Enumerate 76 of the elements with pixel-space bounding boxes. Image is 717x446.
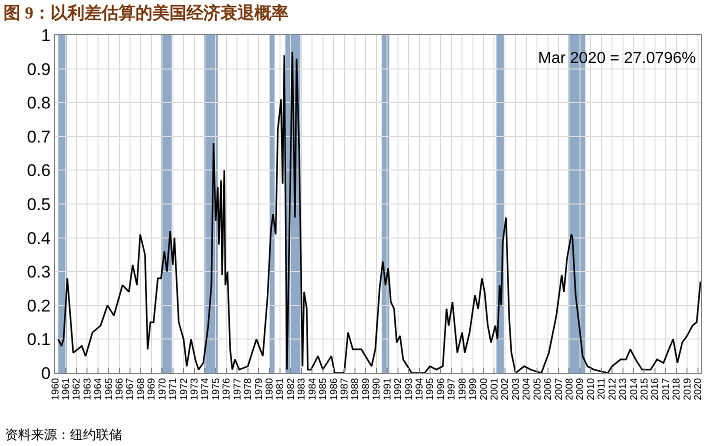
x-tick-label: 1992: [393, 378, 404, 400]
x-tick-label: 2005: [532, 378, 544, 400]
x-tick-label: 2009: [575, 378, 586, 400]
x-tick-label: 2004: [522, 378, 533, 400]
y-tick-label: 0.1: [26, 330, 51, 350]
y-tick-label: 0.9: [26, 60, 51, 79]
x-tick-label: 1973: [190, 378, 201, 400]
y-tick-label: 0.2: [26, 296, 51, 316]
x-tick-label: 1989: [360, 378, 372, 400]
x-tick-label: 1990: [372, 378, 383, 400]
x-tick-label: 1996: [436, 378, 447, 400]
x-tick-label: 1974: [200, 378, 212, 400]
x-tick-label: 1995: [425, 378, 436, 400]
y-tick-label: 0.3: [26, 262, 51, 282]
y-tick-label: 0: [41, 364, 51, 383]
x-tick-label: 2019: [682, 378, 694, 400]
x-tick-label: 1978: [243, 378, 254, 400]
text: 资料来源：纽约联储: [5, 427, 122, 442]
x-tick-label: 1997: [446, 378, 458, 400]
x-tick-label: 2010: [586, 378, 597, 400]
x-tick-label: 2007: [554, 378, 565, 400]
x-tick-label: 1965: [104, 378, 115, 400]
x-tick-label: 2001: [489, 378, 500, 400]
x-tick-label: 2002: [500, 378, 512, 400]
annotation: Mar 2020 = 27.0796%: [538, 50, 696, 67]
x-tick-label: 1962: [72, 378, 83, 400]
x-tick-label: 1980: [264, 378, 276, 400]
x-tick-label: 1961: [60, 378, 72, 400]
x-tick-label: 1984: [307, 378, 318, 400]
x-tick-label: 2018: [672, 378, 683, 400]
x-tick-label: 2015: [639, 378, 650, 400]
y-tick-label: 0.7: [26, 127, 51, 146]
x-tick-label: 1981: [275, 378, 286, 400]
x-tick-label: 1977: [232, 378, 244, 400]
x-tick-label: 1975: [210, 378, 222, 400]
x-tick-label: 1983: [296, 378, 308, 400]
x-tick-label: 2000: [478, 378, 490, 400]
x-tick-label: 1994: [414, 378, 426, 400]
x-tick-label: 2014: [628, 378, 640, 400]
x-tick-label: 1968: [136, 378, 147, 400]
chart-title: 图 9：以利差估算的美国经济衰退概率: [4, 4, 288, 23]
x-tick-label: 1991: [382, 378, 394, 400]
y-tick-label: 0.8: [26, 94, 51, 113]
x-tick-label: 2017: [660, 378, 672, 400]
y-tick-label: 0.6: [26, 161, 51, 180]
x-tick-label: 1967: [125, 378, 136, 400]
x-tick-label: 1963: [82, 378, 94, 400]
x-tick-label: 1988: [350, 378, 362, 400]
x-tick-label: 2012: [607, 378, 618, 400]
y-tick-label: 0.5: [26, 194, 51, 214]
x-tick-label: 1960: [50, 378, 62, 400]
x-tick-label: 1969: [146, 378, 158, 400]
y-tick-label: 0.4: [26, 228, 51, 248]
x-tick-label: 2006: [543, 378, 554, 400]
x-tick-label: 1972: [178, 378, 190, 400]
x-tick-label: 2016: [650, 378, 662, 400]
x-tick-label: 1982: [286, 378, 297, 400]
x-tick-label: 1987: [340, 378, 350, 400]
x-tick-label: 1971: [168, 378, 180, 400]
x-tick-label: 2020: [693, 378, 704, 400]
y-tick-label: 1: [41, 26, 51, 45]
x-tick-label: 1966: [114, 378, 126, 400]
x-tick-label: 2008: [564, 378, 576, 400]
x-tick-label: 1964: [93, 378, 104, 400]
x-tick-label: 2003: [510, 378, 522, 400]
x-tick-label: 1986: [328, 378, 340, 400]
x-tick-label: 1970: [157, 378, 168, 400]
x-tick-label: 1985: [318, 378, 330, 400]
x-tick-label: 2013: [618, 378, 630, 400]
x-tick-label: 1999: [468, 378, 480, 400]
x-tick-label: 1993: [404, 378, 415, 400]
x-tick-label: 1979: [254, 378, 265, 400]
x-tick-label: 1976: [222, 378, 233, 400]
x-tick-label: 2011: [596, 378, 608, 400]
x-tick-label: 1998: [457, 378, 468, 400]
line-series: [57, 51, 701, 373]
